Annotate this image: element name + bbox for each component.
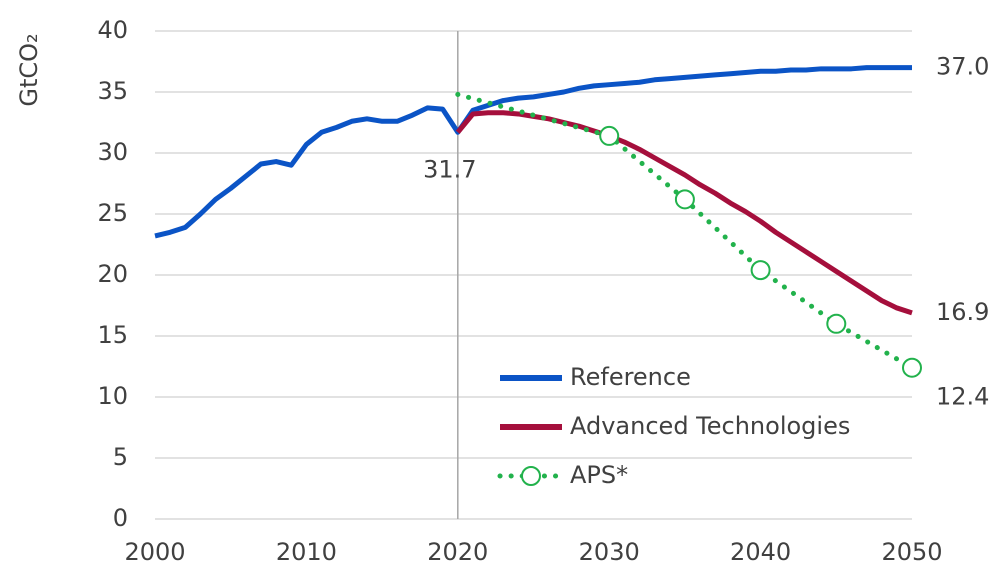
- y-tick-label: 10: [97, 382, 128, 410]
- y-tick-label: 15: [97, 321, 128, 349]
- y-axis-label: GtCO₂: [15, 33, 43, 106]
- x-tick-label: 2010: [276, 538, 337, 566]
- y-tick-label: 40: [97, 16, 128, 44]
- series-line: [455, 110, 913, 316]
- point-marker: [750, 260, 771, 281]
- data-label: 37.0: [936, 53, 989, 81]
- point-marker: [902, 357, 922, 378]
- data-label: 16.9: [936, 298, 989, 326]
- data-label: 12.4: [936, 383, 989, 411]
- data-label: 31.7: [423, 155, 476, 183]
- legend-label: Advanced Technologies: [570, 412, 850, 440]
- point-marker: [599, 125, 620, 146]
- series-line: [154, 65, 912, 239]
- x-tick-label: 2050: [881, 538, 942, 566]
- x-tick-label: 2000: [124, 538, 185, 566]
- y-tick-label: 5: [113, 443, 128, 471]
- point-marker: [674, 189, 695, 210]
- legend-label: APS*: [570, 461, 628, 489]
- series-line: [455, 91, 915, 371]
- x-tick-label: 2020: [427, 538, 488, 566]
- y-tick-label: 30: [97, 138, 128, 166]
- y-tick-label: 25: [97, 199, 128, 227]
- x-tick-label: 2040: [730, 538, 791, 566]
- y-tick-label: 20: [97, 260, 128, 288]
- y-tick-label: 35: [97, 77, 128, 105]
- point-marker: [826, 313, 847, 334]
- legend-label: Reference: [570, 363, 691, 391]
- legend-swatch-marker: [521, 466, 541, 486]
- y-tick-label: 0: [113, 504, 128, 532]
- x-tick-label: 2030: [579, 538, 640, 566]
